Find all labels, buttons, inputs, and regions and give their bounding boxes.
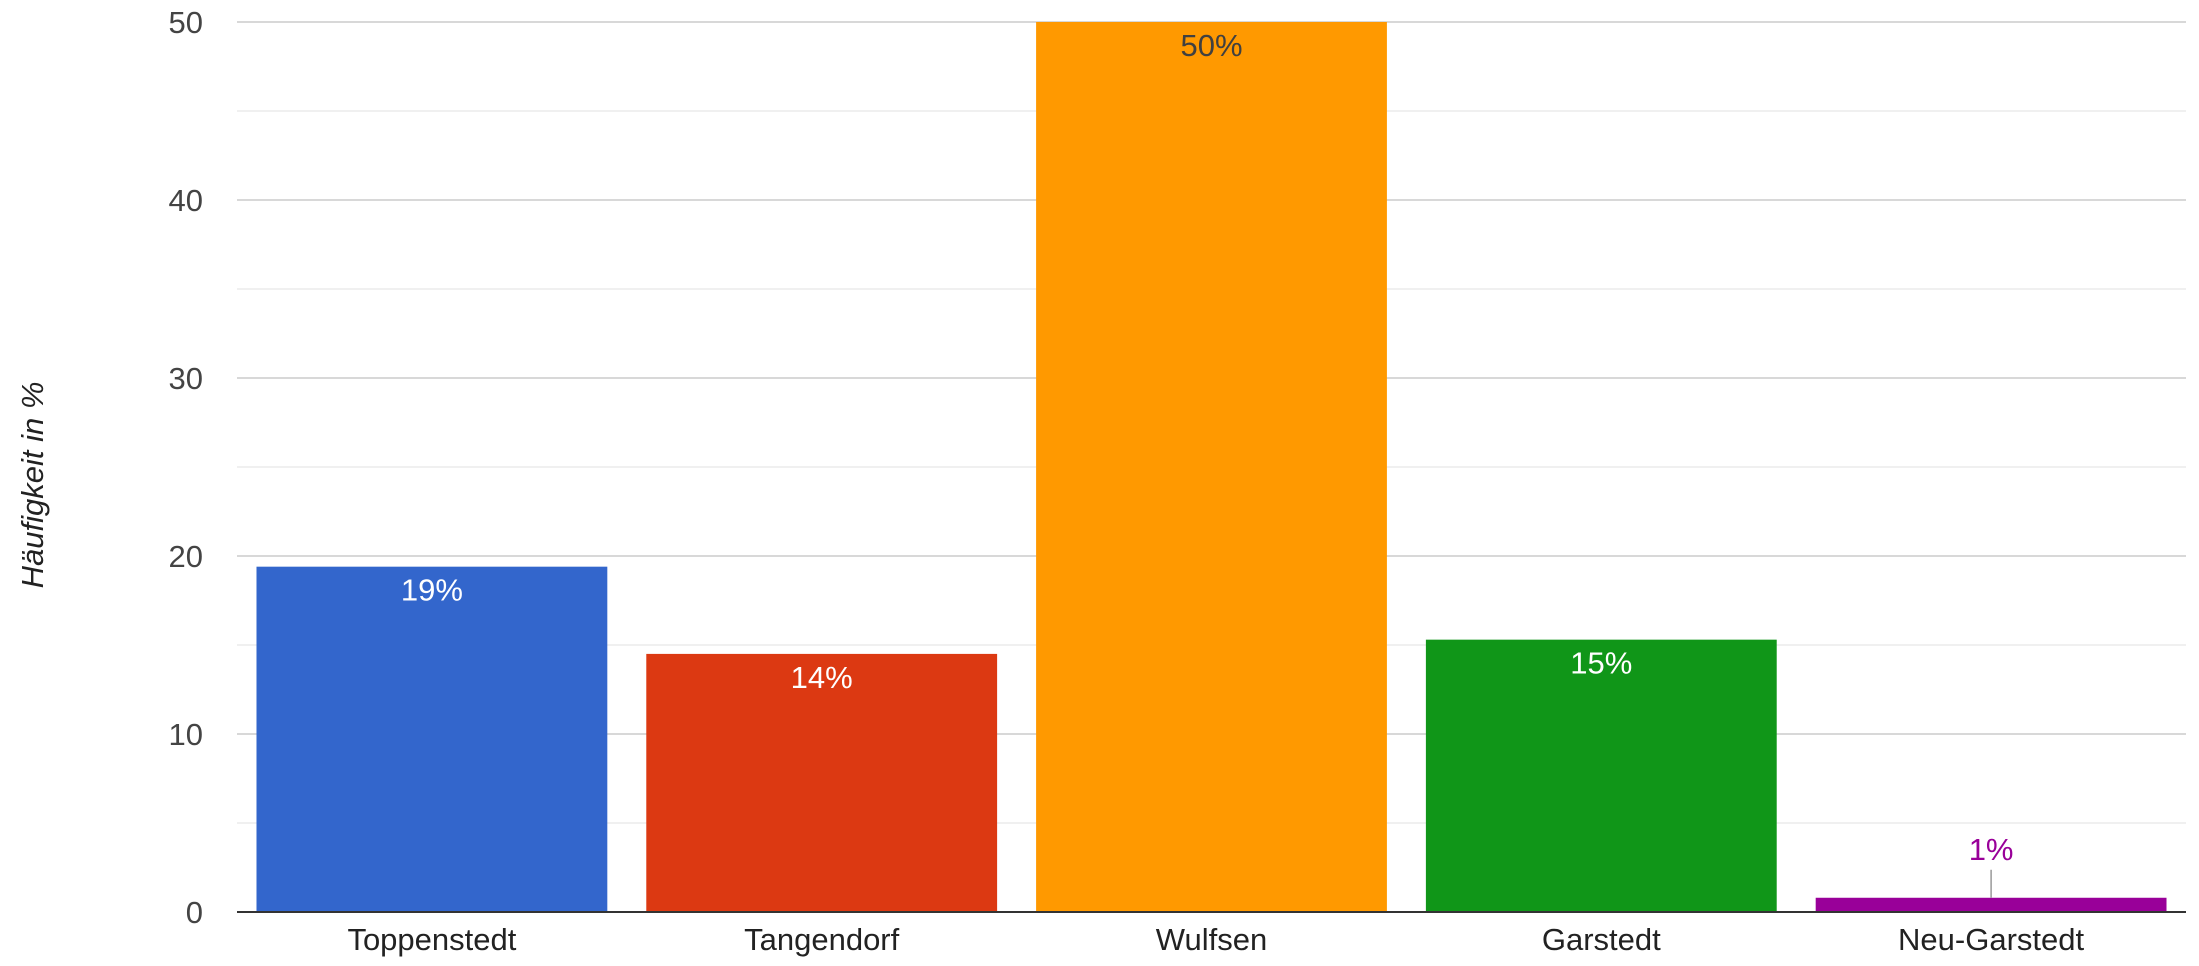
bar-wulfsen <box>1036 22 1387 912</box>
bar-toppenstedt <box>256 566 608 912</box>
bar-garstedt <box>1425 639 1777 912</box>
data-label: 50% <box>1180 28 1242 63</box>
data-label: 19% <box>401 573 463 608</box>
x-tick-label: Toppenstedt <box>347 922 516 957</box>
y-tick-label: 40 <box>169 183 203 218</box>
data-label: 1% <box>1969 832 2014 867</box>
y-tick-label: 30 <box>169 361 203 396</box>
x-tick-label: Neu-Garstedt <box>1898 922 2084 957</box>
x-tick-label: Tangendorf <box>744 922 900 957</box>
data-label: 15% <box>1570 646 1632 681</box>
y-tick-label: 10 <box>169 717 203 752</box>
y-tick-label: 50 <box>169 5 203 40</box>
y-tick-label: 20 <box>169 539 203 574</box>
data-labels: 19% 14% 50% 15% 1% <box>401 28 2014 898</box>
bar-neu-garstedt <box>1815 897 2167 912</box>
data-label: 14% <box>791 660 853 695</box>
axes: 0 10 20 30 40 50 Toppenstedt Tangendorf Wulfsen G… <box>169 5 2186 957</box>
x-tick-label: Garstedt <box>1542 922 1661 957</box>
bar-tangendorf <box>646 653 998 912</box>
y-tick-label: 0 <box>186 895 203 930</box>
x-tick-label: Wulfsen <box>1156 922 1267 957</box>
bars <box>256 22 2167 912</box>
y-axis-title: Häufigkeit in % <box>15 382 50 589</box>
